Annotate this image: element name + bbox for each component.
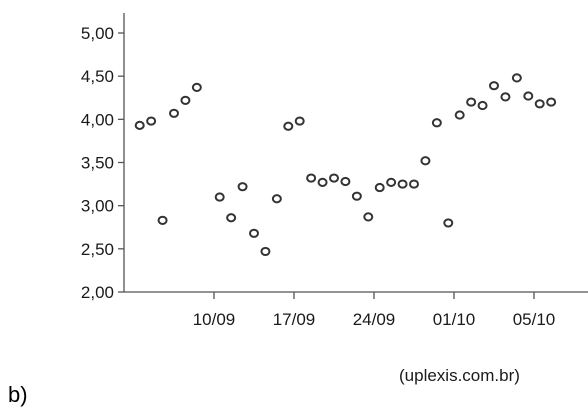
data-point xyxy=(214,192,225,202)
data-point xyxy=(260,246,271,257)
y-tick-label: 2,50 xyxy=(81,240,114,259)
data-point xyxy=(534,99,545,109)
data-points xyxy=(134,73,557,257)
data-point xyxy=(466,97,477,107)
data-point xyxy=(546,97,557,107)
data-point xyxy=(146,116,157,126)
y-tick-label: 5,00 xyxy=(81,24,114,43)
data-point xyxy=(386,177,397,187)
data-point xyxy=(431,118,442,128)
data-point xyxy=(477,100,488,111)
y-axis: 5,00 4,50 4,00 3,50 3,00 2,50 2,00 xyxy=(81,13,125,302)
x-axis: 10/09 17/09 24/09 01/10 05/10 xyxy=(124,291,588,329)
data-point xyxy=(134,120,145,130)
data-point xyxy=(374,182,385,193)
data-point xyxy=(500,92,511,102)
data-point xyxy=(271,194,282,204)
data-point xyxy=(351,191,362,201)
data-point xyxy=(157,215,168,225)
data-point xyxy=(169,108,179,118)
data-point xyxy=(180,95,191,105)
data-point xyxy=(191,82,202,92)
data-point xyxy=(249,228,259,238)
data-point xyxy=(283,121,294,131)
data-point xyxy=(523,91,534,101)
x-tick-label: 01/10 xyxy=(433,310,476,329)
panel-label: b) xyxy=(8,382,28,407)
x-tick-label: 24/09 xyxy=(353,310,396,329)
data-point xyxy=(397,179,408,189)
y-tick-label: 4,50 xyxy=(81,67,114,86)
x-tick-label: 10/09 xyxy=(193,310,236,329)
data-point xyxy=(454,110,465,120)
y-tick-label: 4,00 xyxy=(81,110,114,129)
x-tick-label: 17/09 xyxy=(273,310,316,329)
data-point xyxy=(294,116,305,126)
data-point xyxy=(237,182,248,192)
y-tick-label: 3,00 xyxy=(81,197,114,216)
y-tick-label: 3,50 xyxy=(81,154,114,173)
data-point xyxy=(226,213,237,223)
data-point xyxy=(306,173,317,183)
data-point xyxy=(489,81,499,91)
data-point xyxy=(329,173,339,183)
data-point xyxy=(317,177,328,187)
data-point xyxy=(409,179,419,189)
y-tick-label: 2,00 xyxy=(81,283,114,302)
source-credit: (uplexis.com.br) xyxy=(399,366,520,385)
data-point xyxy=(420,156,431,166)
x-tick-label: 05/10 xyxy=(513,310,556,329)
data-point xyxy=(511,73,522,83)
data-point xyxy=(340,176,351,187)
data-point xyxy=(443,218,454,228)
data-point xyxy=(363,212,374,222)
